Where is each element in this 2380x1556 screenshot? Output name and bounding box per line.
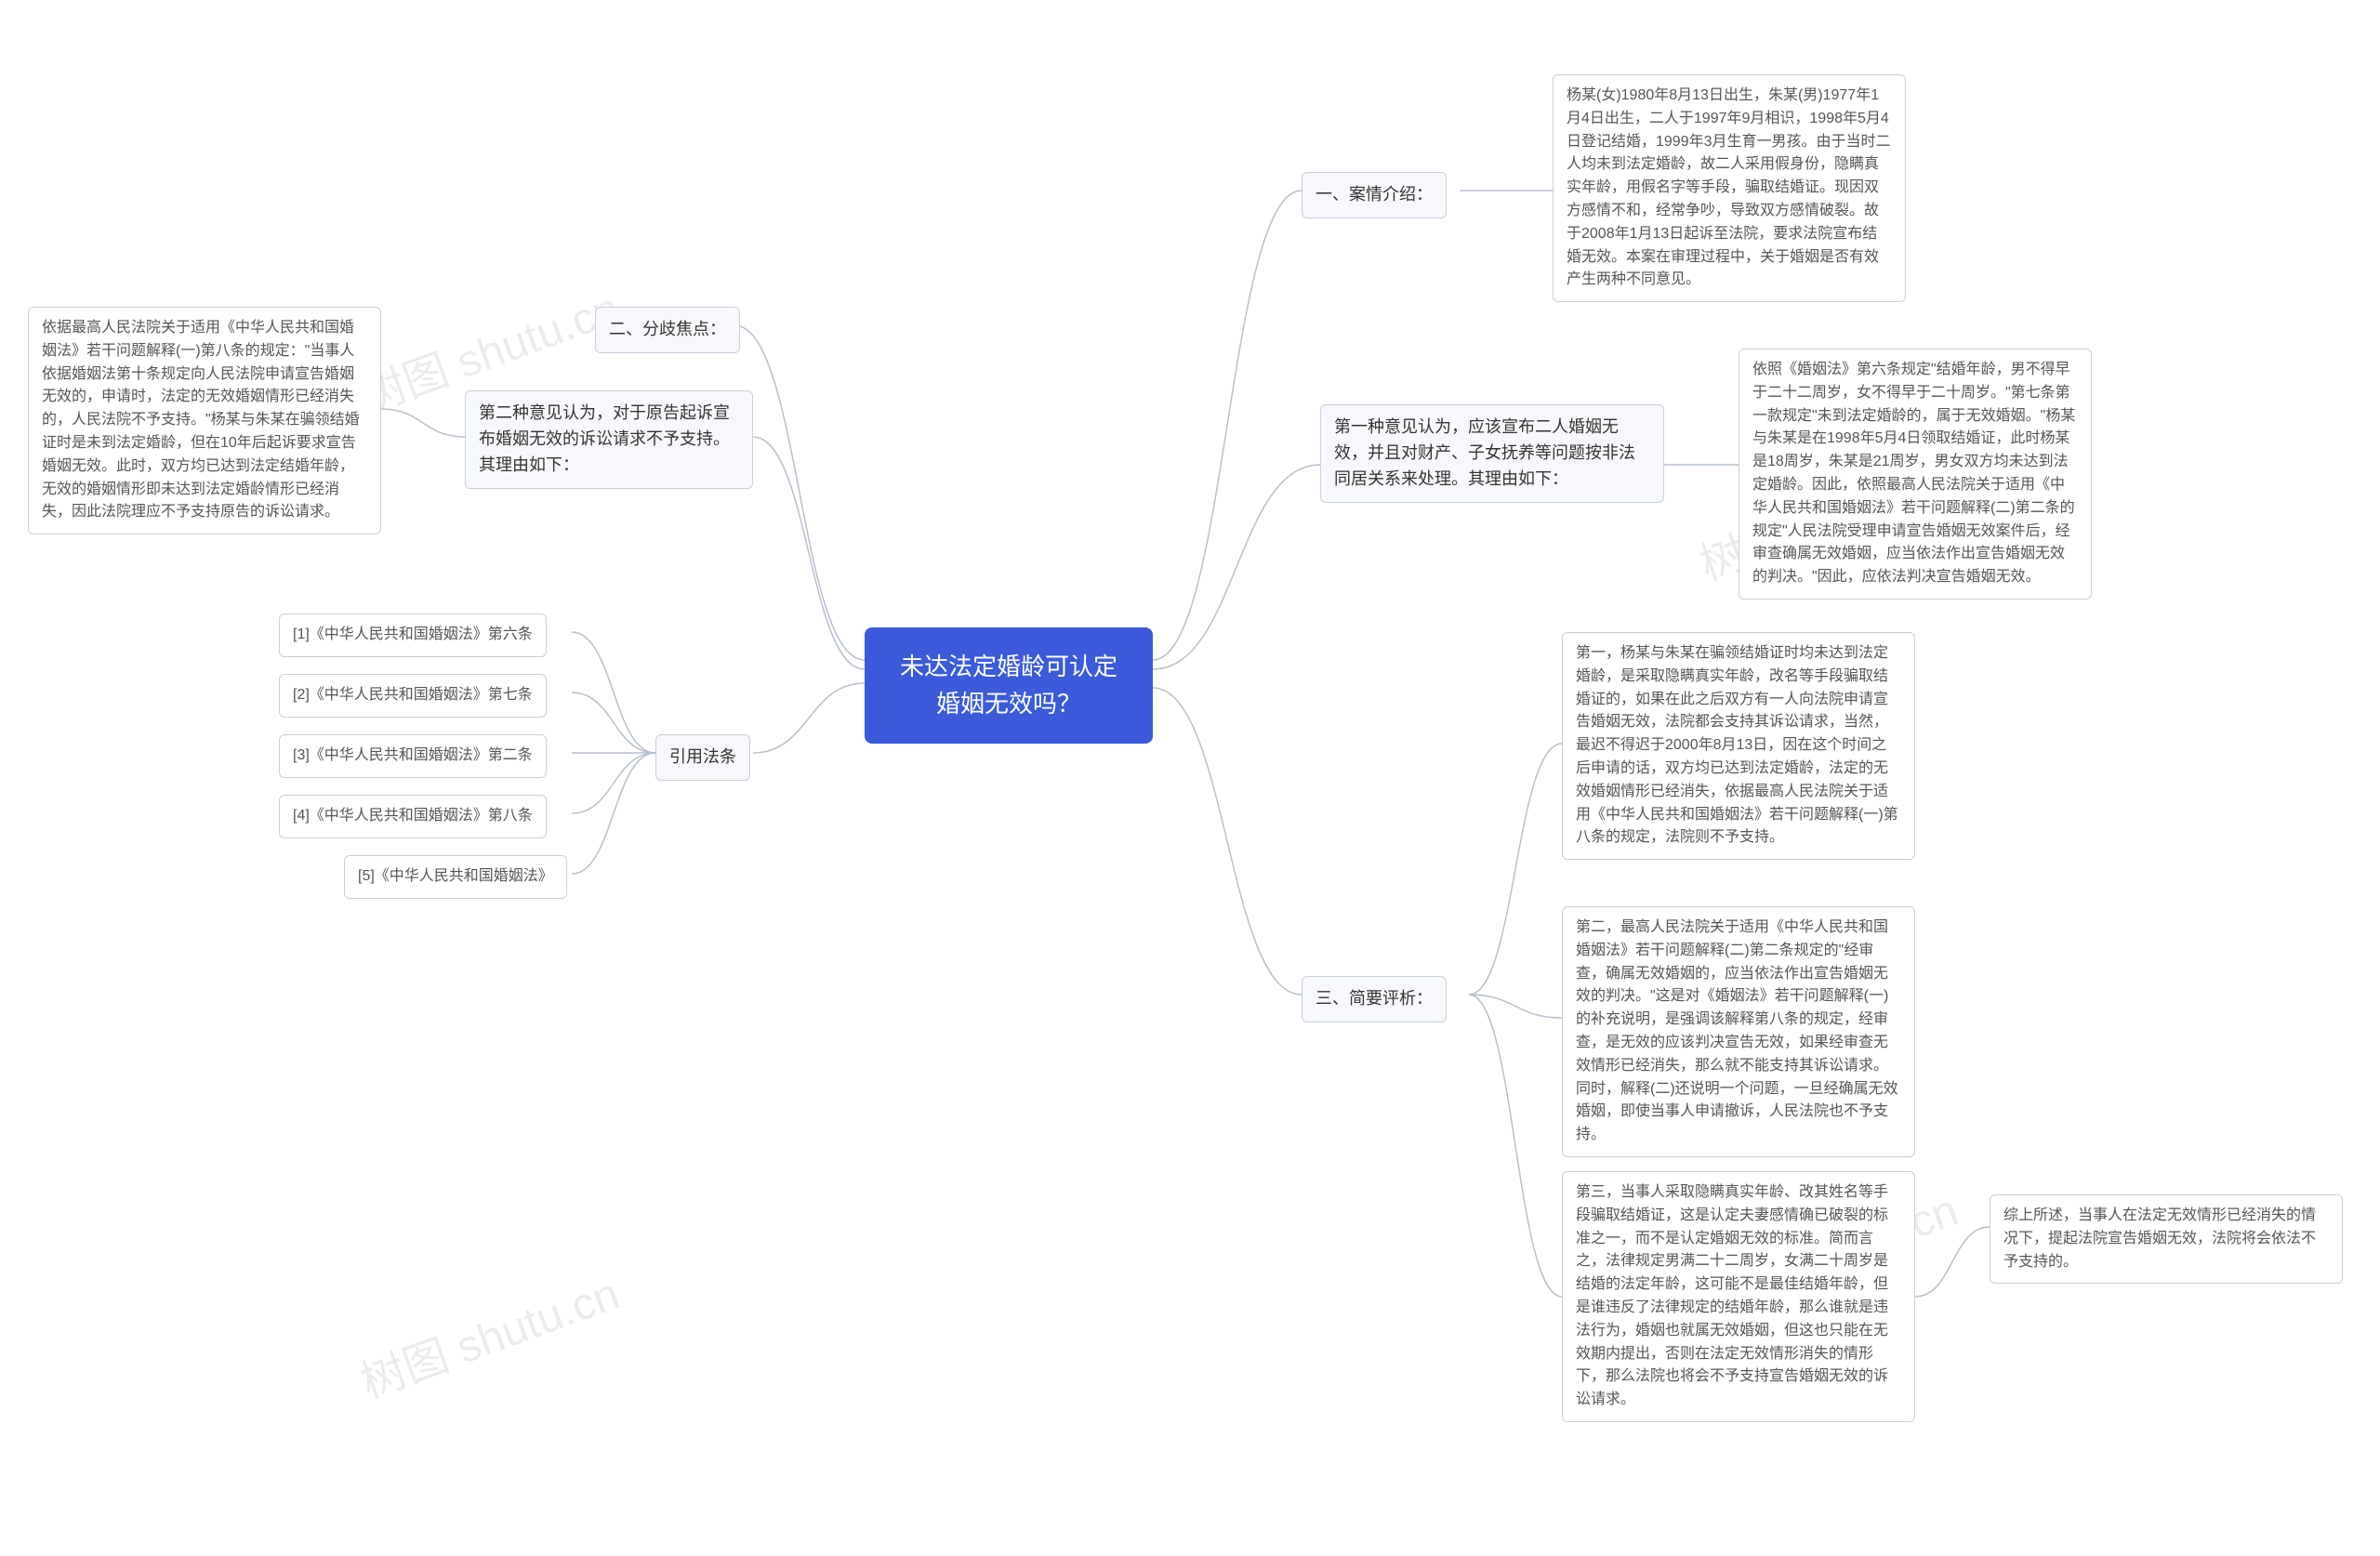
citation-2: [2]《中华人民共和国婚姻法》第七条 — [279, 674, 547, 718]
case-text-content: 杨某(女)1980年8月13日出生，朱某(男)1977年1月4日出生，二人于19… — [1567, 87, 1891, 287]
branch-analysis-label: 三、简要评析： — [1316, 989, 1433, 1008]
branch-citations[interactable]: 引用法条 — [655, 734, 750, 781]
opinion1-text-content: 依照《婚姻法》第六条规定"结婚年龄，男不得早于二十二周岁，女不得早于二十周岁。"… — [1752, 362, 2075, 585]
citation-1: [1]《中华人民共和国婚姻法》第六条 — [279, 613, 547, 657]
branch-opinion1-label: 第一种意见认为，应该宣布二人婚姻无效，并且对财产、子女抚养等问题按非法同居关系来… — [1334, 417, 1635, 488]
analysis-conclusion: 综上所述，当事人在法定无效情形已经消失的情况下，提起法院宣告婚姻无效，法院将会依… — [1990, 1194, 2343, 1284]
connector-layer — [0, 0, 2380, 1556]
center-title: 未达法定婚龄可认定婚姻无效吗？ — [900, 653, 1117, 718]
analysis-p1-content: 第一，杨某与朱某在骗领结婚证时均未达到法定婚龄，是采取隐瞒真实年龄，改名等手段骗… — [1576, 645, 1898, 845]
branch-dispute-label: 二、分歧焦点： — [609, 320, 726, 338]
branch-case[interactable]: 一、案情介绍： — [1302, 172, 1447, 218]
branch-analysis[interactable]: 三、简要评析： — [1302, 976, 1447, 1022]
opinion2-text: 依据最高人民法院关于适用《中华人民共和国婚姻法》若干问题解释(一)第八条的规定：… — [28, 307, 381, 534]
citation-3: [3]《中华人民共和国婚姻法》第二条 — [279, 734, 547, 778]
analysis-p2-content: 第二，最高人民法院关于适用《中华人民共和国婚姻法》若干问题解释(二)第二条规定的… — [1576, 919, 1898, 1142]
citation-1-text: [1]《中华人民共和国婚姻法》第六条 — [293, 626, 533, 642]
analysis-p1: 第一，杨某与朱某在骗领结婚证时均未达到法定婚龄，是采取隐瞒真实年龄，改名等手段骗… — [1562, 632, 1915, 860]
branch-opinion1[interactable]: 第一种意见认为，应该宣布二人婚姻无效，并且对财产、子女抚养等问题按非法同居关系来… — [1320, 404, 1664, 503]
branch-opinion2[interactable]: 第二种意见认为，对于原告起诉宣布婚姻无效的诉讼请求不予支持。其理由如下： — [465, 390, 753, 489]
branch-dispute[interactable]: 二、分歧焦点： — [595, 307, 740, 353]
opinion2-text-content: 依据最高人民法院关于适用《中华人民共和国婚姻法》若干问题解释(一)第八条的规定：… — [42, 320, 360, 520]
citation-4-text: [4]《中华人民共和国婚姻法》第八条 — [293, 808, 533, 824]
citation-5-text: [5]《中华人民共和国婚姻法》 — [358, 868, 553, 884]
analysis-p3-content: 第三，当事人采取隐瞒真实年龄、改其姓名等手段骗取结婚证，这是认定夫妻感情确已破裂… — [1576, 1184, 1888, 1407]
citation-4: [4]《中华人民共和国婚姻法》第八条 — [279, 795, 547, 838]
branch-case-label: 一、案情介绍： — [1316, 185, 1433, 204]
analysis-p2: 第二，最高人民法院关于适用《中华人民共和国婚姻法》若干问题解释(二)第二条规定的… — [1562, 906, 1915, 1157]
citation-2-text: [2]《中华人民共和国婚姻法》第七条 — [293, 687, 533, 703]
case-text: 杨某(女)1980年8月13日出生，朱某(男)1977年1月4日出生，二人于19… — [1553, 74, 1906, 302]
opinion1-text: 依照《婚姻法》第六条规定"结婚年龄，男不得早于二十二周岁，女不得早于二十周岁。"… — [1739, 349, 2092, 600]
citation-3-text: [3]《中华人民共和国婚姻法》第二条 — [293, 747, 533, 763]
citation-5: [5]《中华人民共和国婚姻法》 — [344, 855, 567, 899]
center-topic[interactable]: 未达法定婚龄可认定婚姻无效吗？ — [865, 627, 1153, 744]
watermark: 树图 shutu.cn — [350, 1257, 627, 1410]
analysis-p3: 第三，当事人采取隐瞒真实年龄、改其姓名等手段骗取结婚证，这是认定夫妻感情确已破裂… — [1562, 1171, 1915, 1422]
branch-citations-label: 引用法条 — [669, 747, 736, 766]
analysis-conclusion-content: 综上所述，当事人在法定无效情形已经消失的情况下，提起法院宣告婚姻无效，法院将会依… — [2003, 1207, 2316, 1270]
branch-opinion2-label: 第二种意见认为，对于原告起诉宣布婚姻无效的诉讼请求不予支持。其理由如下： — [479, 403, 730, 474]
